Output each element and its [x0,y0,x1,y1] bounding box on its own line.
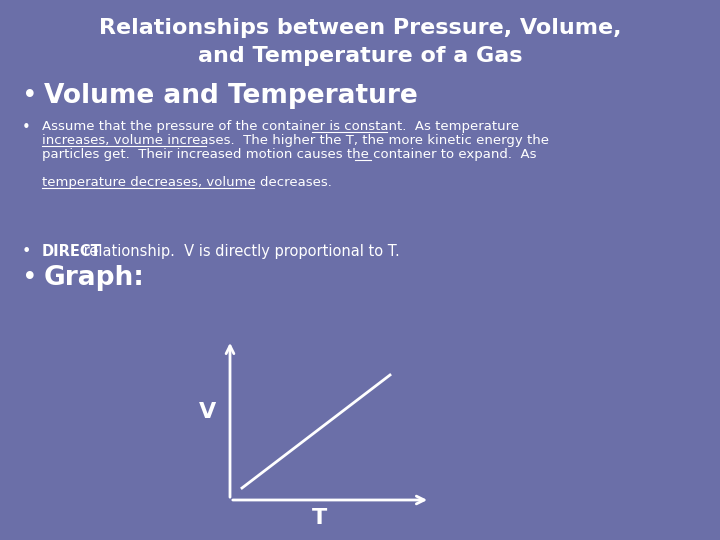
Text: •: • [22,83,37,109]
Text: increases, volume increases.  The higher the T, the more kinetic energy the: increases, volume increases. The higher … [42,134,549,147]
Text: V: V [199,402,217,422]
Text: Graph:: Graph: [44,265,145,291]
Text: •: • [22,244,32,259]
Text: and Temperature of a Gas: and Temperature of a Gas [198,46,522,66]
Text: relationship.  V is directly proportional to T.: relationship. V is directly proportional… [78,244,400,259]
Text: •: • [22,265,37,291]
Text: •: • [22,120,31,135]
Text: Assume that the pressure of the container is constant.  As temperature: Assume that the pressure of the containe… [42,120,519,133]
Text: Volume and Temperature: Volume and Temperature [44,83,418,109]
Text: particles get.  Their increased motion causes the container to expand.  As: particles get. Their increased motion ca… [42,148,541,161]
Text: T: T [312,508,328,528]
Text: temperature decreases, volume decreases.: temperature decreases, volume decreases. [42,176,332,189]
Text: DIRECT: DIRECT [42,244,102,259]
Text: Relationships between Pressure, Volume,: Relationships between Pressure, Volume, [99,18,621,38]
